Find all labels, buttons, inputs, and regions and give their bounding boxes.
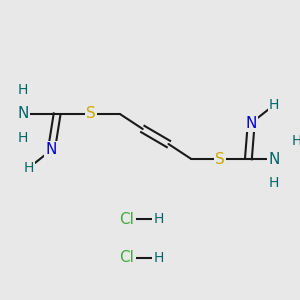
Text: N: N	[246, 116, 257, 130]
Text: Cl: Cl	[120, 212, 134, 226]
Text: N: N	[268, 152, 280, 166]
Text: N: N	[17, 106, 28, 122]
Text: H: H	[23, 161, 34, 175]
Text: H: H	[18, 131, 28, 145]
Text: H: H	[153, 212, 164, 226]
Text: H: H	[153, 251, 164, 265]
Text: Cl: Cl	[120, 250, 134, 266]
Text: S: S	[86, 106, 96, 122]
Text: N: N	[46, 142, 57, 158]
Text: H: H	[269, 176, 279, 190]
Text: S: S	[215, 152, 225, 166]
Text: H: H	[269, 98, 279, 112]
Text: H: H	[18, 83, 28, 97]
Text: H: H	[292, 134, 300, 148]
